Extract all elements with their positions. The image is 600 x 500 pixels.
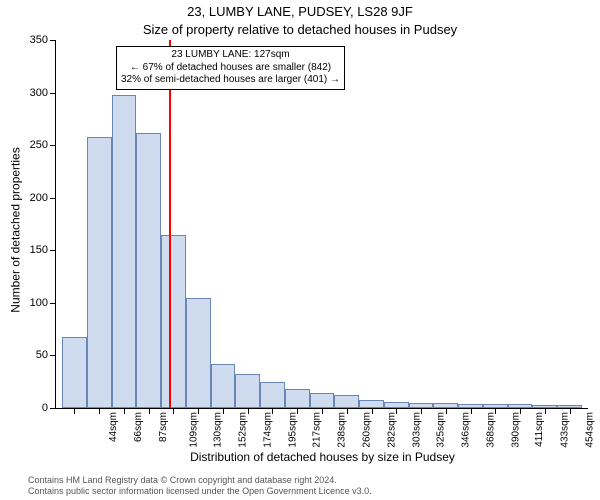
y-tick-label: 250: [30, 139, 48, 151]
x-tick-label: 390sqm: [510, 412, 521, 448]
x-tick: [421, 408, 422, 414]
bar: [310, 393, 335, 408]
y-tick-label: 350: [30, 34, 48, 46]
x-tick-label: 433sqm: [560, 412, 571, 448]
x-tick: [495, 408, 496, 414]
y-tick-label: 100: [30, 297, 48, 309]
y-tick-label: 200: [30, 192, 48, 204]
y-tick: [50, 145, 56, 146]
x-tick-label: 174sqm: [263, 412, 274, 448]
bar: [334, 395, 359, 408]
annotation-line-1: 23 LUMBY LANE: 127sqm: [121, 49, 340, 62]
marker-line: [169, 40, 171, 408]
y-tick-label: 50: [36, 349, 48, 361]
x-tick: [297, 408, 298, 414]
x-tick: [372, 408, 373, 414]
x-tick-label: 454sqm: [584, 412, 595, 448]
x-tick-label: 325sqm: [436, 412, 447, 448]
y-axis-label: Number of detached properties: [6, 40, 26, 420]
x-tick-label: 109sqm: [188, 412, 199, 448]
annotation-line-2: ← 67% of detached houses are smaller (84…: [121, 62, 340, 75]
x-tick-label: 411sqm: [534, 412, 545, 447]
bars-group: [56, 40, 588, 408]
annotation-box: 23 LUMBY LANE: 127sqm ← 67% of detached …: [116, 46, 345, 90]
footer: Contains HM Land Registry data © Crown c…: [28, 475, 372, 496]
x-tick-label: 130sqm: [213, 412, 224, 448]
x-tick: [471, 408, 472, 414]
bar: [235, 374, 260, 408]
y-tick: [50, 355, 56, 356]
x-tick: [124, 408, 125, 414]
x-tick: [545, 408, 546, 414]
x-tick: [198, 408, 199, 414]
y-tick: [50, 93, 56, 94]
x-tick: [322, 408, 323, 414]
x-tick-label: 195sqm: [287, 412, 298, 448]
y-tick: [50, 198, 56, 199]
footer-line-2: Contains public sector information licen…: [28, 486, 372, 496]
x-tick-label: 260sqm: [362, 412, 373, 448]
x-tick-label: 87sqm: [158, 412, 169, 442]
x-tick: [74, 408, 75, 414]
x-tick-label: 346sqm: [461, 412, 472, 448]
y-tick-label: 0: [42, 402, 48, 414]
x-tick: [396, 408, 397, 414]
title-main: 23, LUMBY LANE, PUDSEY, LS28 9JF: [0, 4, 600, 19]
x-tick: [99, 408, 100, 414]
x-tick-label: 152sqm: [238, 412, 249, 448]
x-tick-label: 282sqm: [386, 412, 397, 448]
x-tick-label: 66sqm: [133, 412, 144, 442]
bar: [359, 400, 384, 408]
x-tick: [248, 408, 249, 414]
x-tick: [272, 408, 273, 414]
x-tick: [347, 408, 348, 414]
bar: [87, 137, 112, 408]
x-tick: [446, 408, 447, 414]
chart-root: 23, LUMBY LANE, PUDSEY, LS28 9JF Size of…: [0, 0, 600, 500]
x-tick-label: 238sqm: [337, 412, 348, 448]
x-tick: [570, 408, 571, 414]
x-tick-label: 217sqm: [312, 412, 323, 448]
x-tick: [223, 408, 224, 414]
title-sub: Size of property relative to detached ho…: [0, 22, 600, 37]
bar: [136, 133, 161, 408]
bar: [211, 364, 236, 408]
bar: [62, 337, 87, 408]
bar: [186, 298, 211, 408]
x-tick: [149, 408, 150, 414]
x-tick-label: 303sqm: [411, 412, 422, 448]
x-tick-label: 368sqm: [485, 412, 496, 448]
footer-line-1: Contains HM Land Registry data © Crown c…: [28, 475, 372, 485]
bar: [161, 235, 186, 408]
x-tick: [173, 408, 174, 414]
y-tick-label: 150: [30, 244, 48, 256]
y-tick: [50, 40, 56, 41]
x-axis-label: Distribution of detached houses by size …: [55, 450, 590, 464]
bar: [112, 95, 137, 408]
x-tick-label: 44sqm: [108, 412, 119, 442]
y-axis-label-text: Number of detached properties: [9, 147, 23, 312]
annotation-line-3: 32% of semi-detached houses are larger (…: [121, 74, 340, 87]
x-tick: [520, 408, 521, 414]
y-tick: [50, 250, 56, 251]
plot-area: 23 LUMBY LANE: 127sqm ← 67% of detached …: [55, 40, 588, 409]
y-tick-label: 300: [30, 87, 48, 99]
y-tick: [50, 408, 56, 409]
y-tick: [50, 303, 56, 304]
bar: [260, 382, 285, 408]
bar: [285, 389, 310, 408]
